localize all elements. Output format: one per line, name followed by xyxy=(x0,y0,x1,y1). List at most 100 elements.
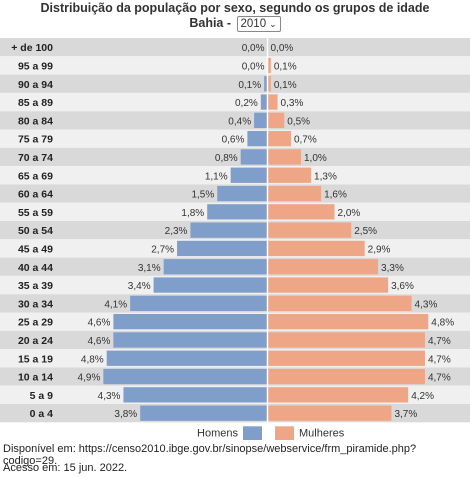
population-pyramid: + de 100 0,0% 0,0% 95 a 99 0,0% 0,1% 90 a 94 0,… xyxy=(0,38,470,440)
value-label-mulheres: 0,7% xyxy=(294,135,317,146)
value-label-homens: 4,1% xyxy=(104,299,127,310)
bar-homens xyxy=(247,131,268,147)
bar-mulheres xyxy=(267,368,425,385)
value-label-homens: 0,0% xyxy=(242,43,265,54)
value-label-homens: 2,7% xyxy=(151,244,174,255)
value-label-homens: 1,1% xyxy=(205,171,228,182)
value-label-homens: 0,2% xyxy=(235,98,258,109)
value-label-homens: 4,3% xyxy=(98,391,121,402)
age-group-label: 85 a 89 xyxy=(18,97,53,109)
source-note: Disponível em: https://censo2010.ibge.go… xyxy=(3,443,417,467)
bar-homens xyxy=(113,332,268,348)
bar-mulheres xyxy=(267,277,389,293)
row-stripe xyxy=(0,129,470,148)
chart-subtitle: Bahia - 2010 ⌄ xyxy=(0,16,470,32)
value-label-homens: 3,4% xyxy=(128,281,151,292)
value-label-homens: 0,0% xyxy=(242,61,265,72)
age-group-label: 10 a 14 xyxy=(18,372,53,384)
value-label-mulheres: 4,7% xyxy=(428,373,451,384)
bar-mulheres xyxy=(267,222,352,238)
bar-mulheres xyxy=(267,204,335,220)
bar-mulheres xyxy=(267,149,301,165)
bar-mulheres xyxy=(267,405,392,421)
bar-mulheres xyxy=(267,350,425,366)
value-label-homens: 1,5% xyxy=(191,190,214,201)
bar-homens xyxy=(140,405,268,421)
bar-mulheres xyxy=(267,112,285,128)
chart-title: Distribuição da população por sexo, segu… xyxy=(40,1,430,15)
value-label-homens: 3,1% xyxy=(138,263,161,274)
value-label-mulheres: 0,1% xyxy=(274,61,297,72)
bar-homens xyxy=(103,368,268,385)
age-group-label: 0 a 4 xyxy=(30,408,54,420)
bar-homens xyxy=(177,240,268,257)
bar-mulheres xyxy=(267,240,365,257)
bar-mulheres xyxy=(267,185,322,202)
bar-homens xyxy=(153,277,268,293)
bar-mulheres xyxy=(267,314,429,330)
bar-mulheres xyxy=(267,94,278,110)
bar-mulheres xyxy=(267,295,412,311)
legend-label-mulheres: Mulheres xyxy=(299,427,345,439)
access-date: Acesso em: 15 jun. 2022. xyxy=(3,462,128,474)
value-label-homens: 0,8% xyxy=(215,153,238,164)
value-label-mulheres: 4,7% xyxy=(428,336,451,347)
age-group-label: 20 a 24 xyxy=(18,335,53,347)
bar-homens xyxy=(264,76,268,92)
value-label-homens: 0,1% xyxy=(238,80,261,91)
row-stripe xyxy=(0,74,470,93)
value-label-mulheres: 2,9% xyxy=(368,244,391,255)
value-label-homens: 2,3% xyxy=(165,226,188,237)
value-label-homens: 0,4% xyxy=(228,116,251,127)
bar-homens xyxy=(123,387,268,403)
value-label-mulheres: 3,7% xyxy=(394,409,417,420)
row-stripe xyxy=(0,38,470,57)
age-group-label: 80 a 84 xyxy=(18,115,53,127)
year-select-value: 2010 xyxy=(240,18,267,30)
age-group-label: 55 a 59 xyxy=(18,207,53,219)
value-label-mulheres: 0,3% xyxy=(281,98,304,109)
value-label-mulheres: 0,1% xyxy=(274,80,297,91)
region-label: Bahia - xyxy=(189,16,232,30)
value-label-mulheres: 3,6% xyxy=(391,281,414,292)
age-group-label: 95 a 99 xyxy=(18,60,53,72)
bar-homens xyxy=(190,222,268,238)
age-group-label: 5 a 9 xyxy=(30,390,54,402)
age-group-label: 70 a 74 xyxy=(18,152,53,164)
value-label-homens: 4,9% xyxy=(78,373,101,384)
bar-mulheres xyxy=(267,76,271,92)
age-group-label: 60 a 64 xyxy=(18,189,53,201)
value-label-mulheres: 0,0% xyxy=(271,43,294,54)
bar-mulheres xyxy=(267,131,291,147)
value-label-mulheres: 1,0% xyxy=(304,153,327,164)
value-label-mulheres: 3,3% xyxy=(381,263,404,274)
bar-mulheres xyxy=(267,332,425,348)
age-group-label: 35 a 39 xyxy=(18,280,53,292)
chevron-down-icon: ⌄ xyxy=(269,19,277,29)
age-group-label: 30 a 34 xyxy=(18,298,53,310)
value-label-mulheres: 0,5% xyxy=(287,116,310,127)
bar-mulheres xyxy=(267,387,409,403)
bar-homens xyxy=(230,167,268,183)
value-label-mulheres: 2,0% xyxy=(338,208,361,219)
legend-swatch-homens xyxy=(243,426,262,440)
value-label-mulheres: 1,6% xyxy=(324,190,347,201)
value-label-mulheres: 4,3% xyxy=(415,299,438,310)
bar-homens xyxy=(217,185,268,202)
value-label-homens: 4,6% xyxy=(88,318,111,329)
value-label-mulheres: 1,3% xyxy=(314,171,337,182)
year-select[interactable]: 2010 ⌄ xyxy=(236,16,281,32)
row-stripe xyxy=(0,111,470,130)
value-label-homens: 4,8% xyxy=(81,354,104,365)
age-group-label: 50 a 54 xyxy=(18,225,53,237)
legend-swatch-mulheres xyxy=(275,426,294,440)
value-label-mulheres: 4,7% xyxy=(428,354,451,365)
value-label-homens: 3,8% xyxy=(114,409,137,420)
value-label-homens: 4,6% xyxy=(88,336,111,347)
value-label-mulheres: 4,2% xyxy=(411,391,434,402)
bar-mulheres xyxy=(267,167,312,183)
age-group-label: 75 a 79 xyxy=(18,134,53,146)
age-group-label: 15 a 19 xyxy=(18,353,53,365)
row-stripe xyxy=(0,56,470,75)
bar-homens xyxy=(106,350,268,366)
